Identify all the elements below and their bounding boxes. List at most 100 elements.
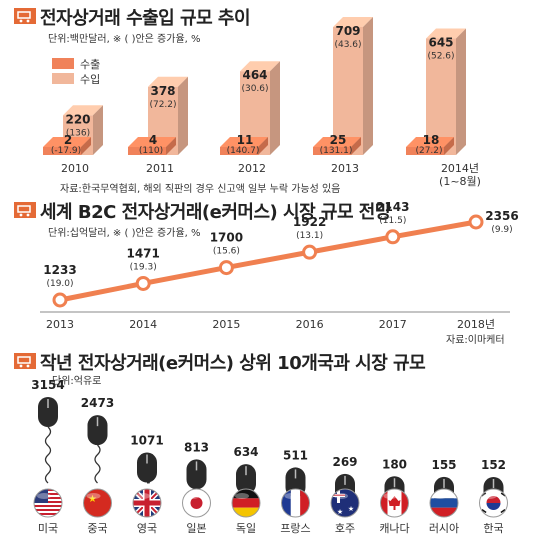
data-point — [135, 275, 151, 291]
export-rate-label: (-17.9) — [51, 146, 81, 156]
x-tick-label: 2016 — [296, 318, 324, 331]
value-label: 152 — [481, 458, 506, 472]
value-label: 634 — [233, 445, 258, 459]
value-label: 1700 — [210, 231, 243, 245]
legend-export-swatch — [52, 58, 74, 69]
import-rate-label: (30.6) — [241, 84, 268, 94]
value-label: 1922 — [293, 215, 326, 229]
export-value-label: 4 — [149, 133, 157, 147]
export-bar — [406, 137, 454, 155]
export-bar — [313, 137, 361, 155]
value-label: 2473 — [81, 396, 114, 410]
legend-import-swatch — [52, 73, 74, 84]
value-label: 1471 — [126, 246, 159, 260]
category-label: 2010 — [61, 162, 89, 175]
export-value-label: 2 — [64, 133, 72, 147]
svg-text:★: ★ — [88, 494, 97, 505]
data-point — [468, 214, 484, 230]
country-label: 영국 — [137, 522, 157, 535]
uk-flag — [132, 488, 162, 518]
export-rate-label: (140.7) — [227, 146, 260, 156]
export-rate-label: (131.1) — [320, 146, 353, 156]
legend-import-label: 수입 — [80, 73, 101, 86]
import-value-label: 709 — [335, 24, 360, 38]
country-label: 호주 — [335, 522, 355, 535]
section2-title: 세계 B2C 전자상거래(e커머스) 시장 규모 전망 — [40, 202, 391, 223]
canada-flag — [380, 488, 409, 518]
section3-title: 작년 전자상거래(e커머스) 상위 10개국과 시장 규모 — [40, 353, 426, 374]
b2c-line-chart: 1233 (19.0) 2013 1471 (19.3) 2014 1700 (15.6) 20… — [40, 200, 519, 331]
rate-label: (15.6) — [213, 247, 240, 257]
france-flag — [281, 488, 310, 518]
data-point — [218, 260, 234, 276]
mouse-bar — [137, 452, 157, 483]
us-flag — [33, 488, 63, 518]
value-label: 269 — [332, 455, 357, 469]
russia-flag — [429, 488, 459, 518]
series-line — [57, 219, 479, 303]
x-tick-label: 2018년 — [457, 318, 495, 331]
import-value-label: 378 — [150, 84, 175, 98]
svg-text:★: ★ — [337, 508, 343, 516]
country-label: 캐나다 — [379, 522, 409, 535]
import-value-label: 464 — [242, 68, 267, 82]
import-value-label: 220 — [65, 112, 90, 126]
data-point — [52, 292, 68, 308]
trade-bar-chart: 220 (136)2(-17.9) 2010 378 (72.2) 4(110) 2011 4… — [43, 16, 481, 188]
import-bar — [333, 16, 373, 155]
import-rate-label: (52.6) — [427, 52, 454, 62]
export-value-label: 11 — [237, 133, 254, 147]
section2-source: 자료:이마케터 — [446, 335, 505, 346]
rate-label: (11.5) — [379, 216, 406, 226]
japan-flag — [182, 488, 211, 518]
mouse-cord — [44, 426, 52, 484]
export-value-label: 18 — [423, 133, 440, 147]
country-label: 미국 — [38, 522, 58, 535]
x-tick-label: 2014 — [129, 318, 157, 331]
value-label: 1071 — [130, 434, 163, 448]
data-point — [302, 244, 318, 260]
rate-label: (19.3) — [130, 262, 157, 272]
export-rate-label: (27.2) — [415, 146, 442, 156]
category-label: 2012 — [238, 162, 266, 175]
cart-icon — [14, 353, 36, 369]
export-value-label: 25 — [330, 133, 347, 147]
country-label: 중국 — [87, 522, 107, 535]
mouse-bar — [38, 397, 58, 427]
value-label: 813 — [184, 440, 209, 454]
export-rate-label: (110) — [139, 146, 163, 156]
section3-unit: 단위:억유로 — [52, 376, 102, 387]
cart-icon — [14, 8, 36, 24]
x-tick-label: 2017 — [379, 318, 407, 331]
rate-label: (19.0) — [46, 279, 73, 289]
mouse-cord — [94, 444, 101, 484]
category-label: 2014년 — [441, 162, 479, 175]
import-rate-label: (136) — [66, 128, 90, 138]
country-label: 독일 — [236, 521, 256, 535]
mouse-bar — [186, 459, 207, 490]
import-rate-label: (43.6) — [334, 40, 361, 50]
cart-icon — [14, 202, 36, 218]
rate-label: (13.1) — [296, 231, 323, 241]
korea-flag — [479, 488, 508, 518]
value-label: 3154 — [31, 378, 64, 392]
germany-flag — [231, 488, 261, 518]
mouse-bar — [236, 464, 256, 495]
data-point — [385, 229, 401, 245]
section1-unit: 단위:백만달러, ※ ( )안은 증가율, % — [48, 34, 201, 45]
value-label: 2356 — [485, 209, 518, 223]
import-bar — [426, 28, 466, 156]
country-label: 한국 — [483, 522, 503, 535]
country-label: 프랑스 — [280, 522, 310, 535]
value-label: 2143 — [376, 200, 409, 214]
x-tick-label: 2013 — [46, 318, 74, 331]
country-label: 일본 — [186, 521, 206, 535]
country-label: 러시아 — [429, 522, 459, 535]
category-sublabel: (1~8월) — [439, 175, 481, 188]
export-bar — [128, 137, 176, 155]
category-label: 2013 — [331, 162, 359, 175]
legend-export-label: 수출 — [80, 58, 101, 71]
australia-flag: ★★ — [330, 488, 360, 518]
import-value-label: 645 — [428, 36, 453, 50]
